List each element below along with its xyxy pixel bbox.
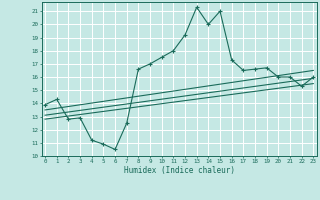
X-axis label: Humidex (Indice chaleur): Humidex (Indice chaleur) [124,166,235,175]
